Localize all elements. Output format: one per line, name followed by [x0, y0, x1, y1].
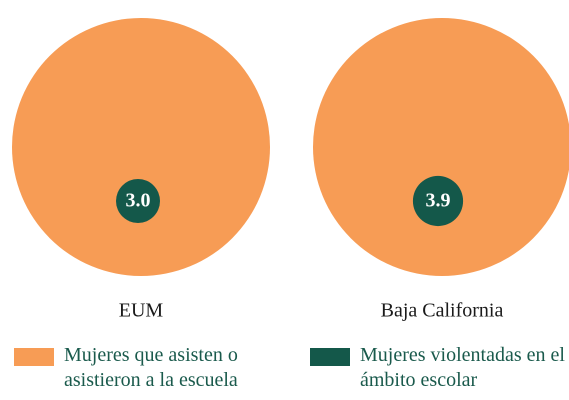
- legend-label: Mujeres que asisten o asistieron a la es…: [64, 344, 238, 391]
- outer-circle: [313, 18, 569, 276]
- legend-item: Mujeres que asisten o asistieron a la es…: [14, 343, 284, 393]
- inner-circle: [116, 179, 160, 223]
- category-label: Baja California: [381, 300, 504, 322]
- outer-circle: [12, 18, 270, 276]
- value-label: 3.9: [426, 190, 451, 212]
- legend-label: Mujeres violentadas en el ámbito escolar: [360, 344, 565, 391]
- value-label: 3.0: [126, 190, 151, 212]
- inner-circle: [412, 175, 464, 227]
- legend-swatch: [14, 348, 54, 366]
- legend-item: Mujeres violentadas en el ámbito escolar: [310, 343, 569, 393]
- category-label: EUM: [119, 300, 164, 322]
- legend-swatch: [310, 348, 350, 366]
